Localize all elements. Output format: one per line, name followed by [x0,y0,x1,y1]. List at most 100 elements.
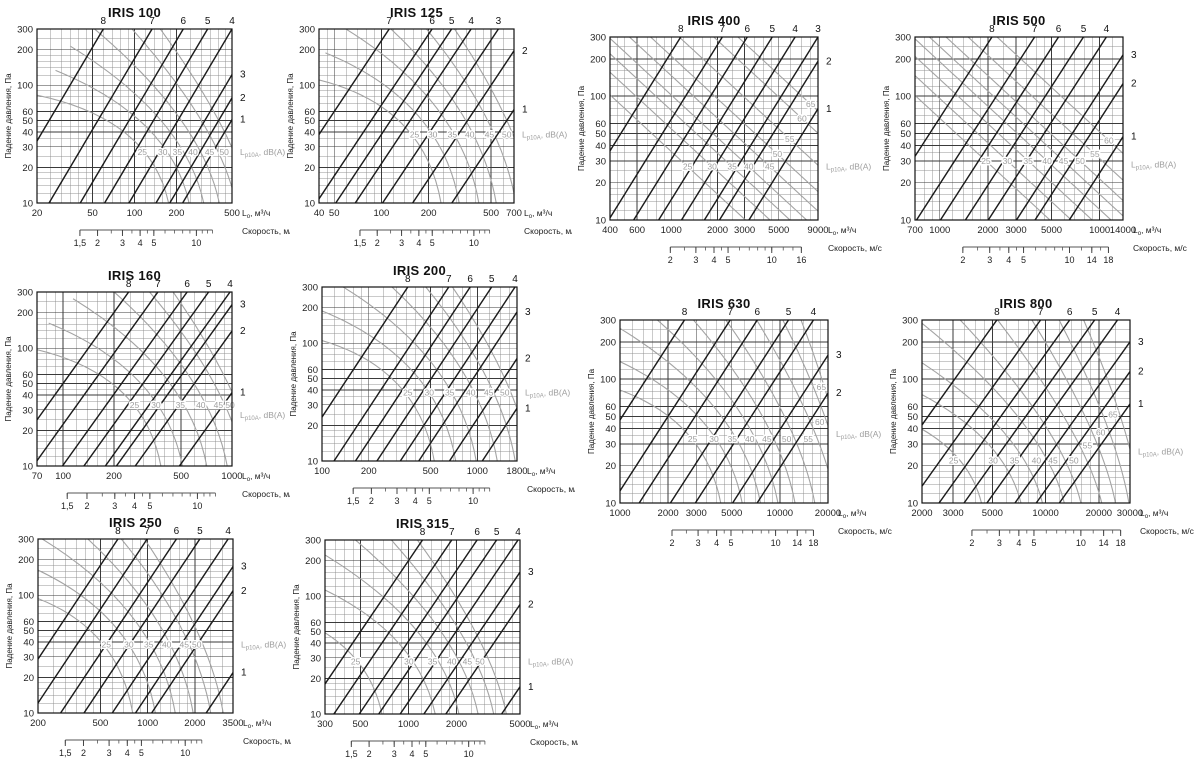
svg-text:35: 35 [144,640,154,650]
chart-title: IRIS 315 [396,516,449,531]
svg-text:5: 5 [726,255,731,265]
svg-text:25: 25 [130,400,140,410]
svg-text:10: 10 [1064,255,1074,265]
damper-position-labels: 8 7 6 5 4 3 2 1 [101,16,246,126]
damper-position-lines [322,287,517,461]
plot-border [321,286,518,462]
svg-text:50: 50 [307,374,318,385]
plot-grid [609,36,819,221]
damper-position-labels: 8 7 6 5 4 3 2 1 [115,526,247,679]
svg-text:2000: 2000 [184,718,205,729]
svg-text:4: 4 [225,526,231,537]
svg-text:40: 40 [304,128,315,139]
svg-text:200: 200 [299,45,315,56]
svg-text:16: 16 [796,255,806,265]
svg-text:30: 30 [158,147,168,157]
svg-text:300: 300 [895,33,911,44]
svg-text:4: 4 [515,527,521,538]
svg-text:50: 50 [329,208,340,219]
plot-grid [324,539,521,715]
plot-grid [619,319,829,504]
flow-axis-caption: Lo, м³/ч [524,208,552,220]
flow-axis-caption: Lo, м³/ч [1133,225,1161,237]
svg-text:3: 3 [693,255,698,265]
svg-text:2: 2 [240,326,246,337]
chart-iris-160: IRIS 160 25 30 35 40 45 50 8 7 6 5 4 3 2 1 300 200 100 60… [0,263,290,515]
svg-text:100: 100 [600,375,616,386]
svg-text:20: 20 [907,461,918,472]
plot-grid [318,28,515,204]
flow-axis-caption: Lo, м³/ч [838,508,866,520]
svg-text:7: 7 [144,526,150,537]
svg-text:Падение давления, Па: Падение давления, Па [578,85,586,171]
svg-text:100: 100 [299,81,315,92]
svg-text:4: 4 [811,307,817,318]
svg-text:4: 4 [1104,24,1110,35]
svg-text:2: 2 [375,238,380,248]
svg-text:3: 3 [112,501,117,511]
svg-text:10000: 10000 [1032,508,1058,519]
svg-text:30: 30 [907,439,918,450]
svg-text:4: 4 [416,238,421,248]
svg-text:50: 50 [23,626,34,637]
svg-text:55: 55 [804,434,814,444]
svg-text:14: 14 [1099,538,1109,548]
svg-text:6: 6 [174,526,180,537]
svg-text:40: 40 [23,638,34,649]
svg-text:10: 10 [22,462,33,473]
svg-text:60: 60 [1104,135,1114,145]
svg-text:3: 3 [815,24,821,35]
svg-text:10: 10 [900,216,911,227]
svg-text:40: 40 [595,141,606,152]
svg-text:1: 1 [1131,132,1137,143]
svg-text:20: 20 [22,163,33,174]
svg-text:2: 2 [826,56,832,67]
svg-text:2: 2 [241,586,247,597]
svg-text:30: 30 [124,640,134,650]
damper-position-lines [620,320,828,503]
svg-text:4: 4 [125,748,130,758]
svg-text:25: 25 [981,156,991,166]
chart-title: IRIS 100 [108,5,161,20]
flow-axis-caption: Lo, м³/ч [242,208,270,220]
svg-text:300: 300 [17,288,33,299]
svg-text:60: 60 [22,370,33,381]
svg-text:40: 40 [162,640,172,650]
svg-text:7: 7 [720,24,726,35]
chart-iris-800: IRIS 800 25 30 35 40 45 50 55 60 65 8 7 6 5 4 3 2 1 300 20… [890,285,1200,563]
svg-text:25: 25 [138,147,148,157]
plot-border [36,28,233,204]
svg-text:5: 5 [423,749,428,759]
svg-text:4: 4 [227,279,233,290]
velocity-scale: 2 3 4 5 10 14 18 Скорость, м/с [669,526,892,548]
svg-text:5: 5 [494,527,500,538]
damper-position-labels: 8 7 6 5 4 3 2 1 [989,24,1137,143]
svg-text:7: 7 [149,16,155,27]
svg-text:500: 500 [92,718,108,729]
svg-text:30: 30 [900,156,911,167]
svg-text:40: 40 [188,147,198,157]
svg-text:8: 8 [994,307,1000,318]
svg-text:20: 20 [22,426,33,437]
svg-text:20: 20 [900,178,911,189]
svg-text:14: 14 [1087,255,1097,265]
svg-text:10: 10 [304,199,315,210]
svg-text:2: 2 [369,496,374,506]
svg-text:300: 300 [17,25,33,36]
svg-text:25: 25 [351,656,361,666]
svg-text:30: 30 [595,156,606,167]
svg-text:5: 5 [1031,538,1036,548]
svg-text:18: 18 [1116,538,1126,548]
svg-text:4: 4 [1016,538,1021,548]
svg-text:40: 40 [22,391,33,402]
damper-position-lines [37,29,232,203]
svg-text:5: 5 [769,24,775,35]
plot-border [619,319,829,504]
svg-text:40: 40 [314,208,325,219]
svg-text:5000: 5000 [768,225,789,236]
damper-position-labels: 8 7 6 5 4 3 2 1 [405,274,531,414]
svg-text:30: 30 [425,388,435,398]
